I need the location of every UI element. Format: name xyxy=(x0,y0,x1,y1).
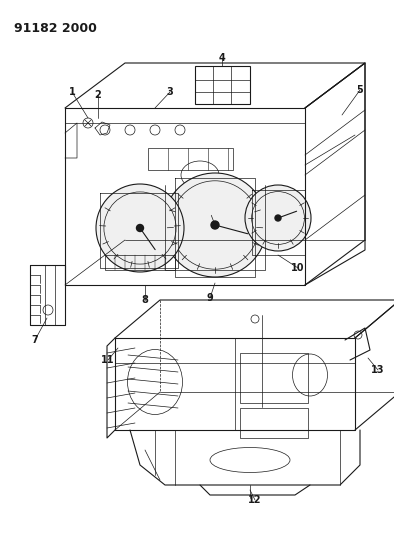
Bar xyxy=(148,148,233,170)
Circle shape xyxy=(275,215,281,221)
Text: 5: 5 xyxy=(357,85,363,95)
Circle shape xyxy=(163,173,267,277)
Text: 91182 2000: 91182 2000 xyxy=(14,22,97,35)
Text: 12: 12 xyxy=(248,495,262,505)
Bar xyxy=(195,66,250,104)
Text: 3: 3 xyxy=(167,87,173,97)
Text: 2: 2 xyxy=(95,90,101,100)
Text: 7: 7 xyxy=(32,335,38,345)
Text: 1: 1 xyxy=(69,87,75,97)
Circle shape xyxy=(245,185,311,251)
Bar xyxy=(240,408,308,438)
Circle shape xyxy=(96,184,184,272)
Text: 4: 4 xyxy=(219,53,225,63)
Text: 13: 13 xyxy=(371,365,385,375)
Circle shape xyxy=(211,221,219,229)
Text: 10: 10 xyxy=(291,263,305,273)
Text: 8: 8 xyxy=(141,295,149,305)
Bar xyxy=(105,255,175,270)
Circle shape xyxy=(136,224,143,231)
Text: 9: 9 xyxy=(206,293,214,303)
Text: 11: 11 xyxy=(101,355,115,365)
Bar xyxy=(240,353,308,403)
